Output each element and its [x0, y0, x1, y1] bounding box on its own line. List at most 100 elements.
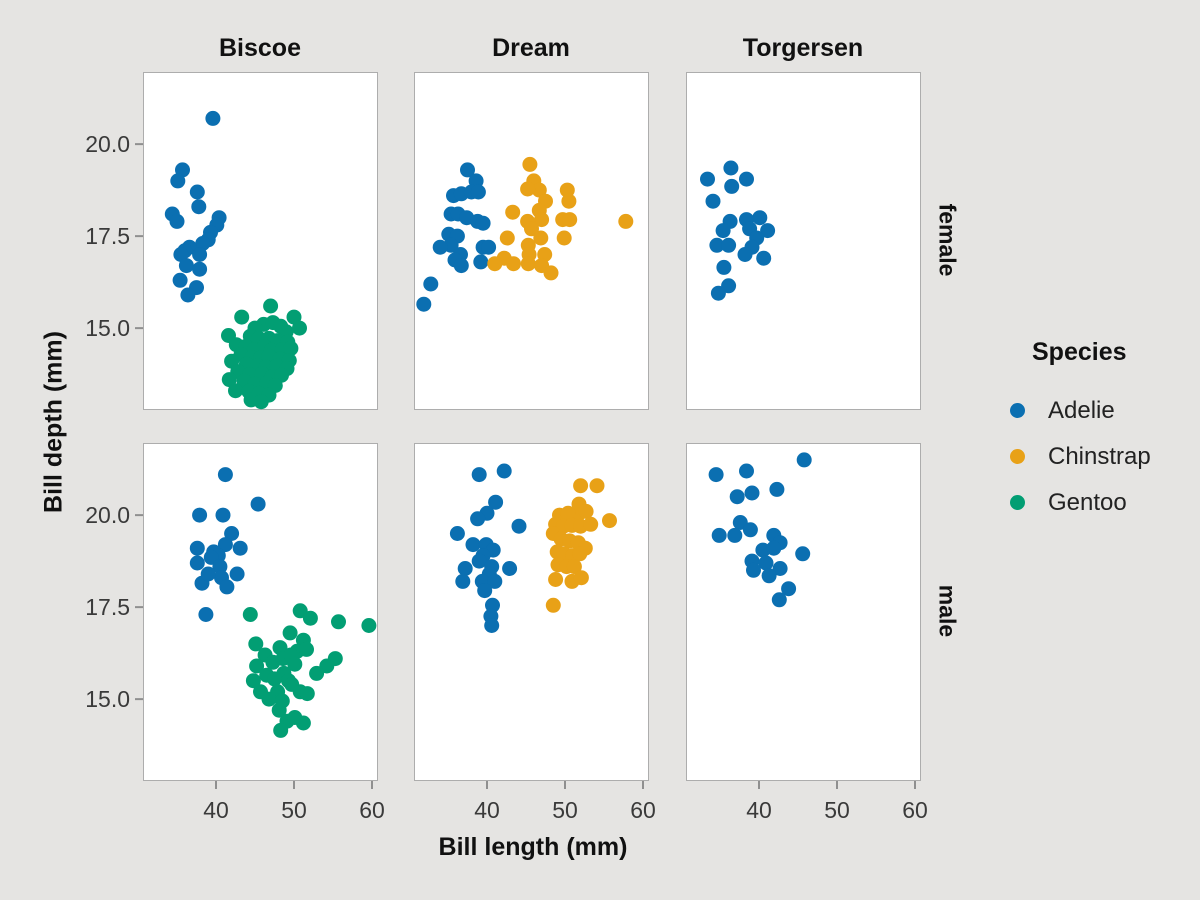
panel-torgersen-male	[686, 443, 921, 781]
point-chinstrap	[543, 265, 559, 281]
strip-label-female: female	[934, 203, 961, 277]
point-adelie	[481, 239, 497, 255]
legend-item-label: Gentoo	[1048, 489, 1127, 516]
point-adelie	[485, 597, 500, 613]
point-adelie	[215, 507, 231, 523]
y-axis-title: Bill depth (mm)	[39, 331, 68, 513]
point-adelie	[496, 463, 512, 479]
point-adelie	[189, 184, 205, 200]
point-adelie	[416, 296, 432, 312]
point-chinstrap	[578, 503, 594, 519]
point-adelie	[771, 592, 787, 608]
point-chinstrap	[572, 546, 588, 562]
point-adelie	[465, 537, 481, 553]
point-adelie	[723, 160, 739, 176]
point-adelie	[761, 568, 777, 584]
panel-dream-male	[414, 443, 649, 781]
legend-item-label: Chinstrap	[1048, 443, 1151, 470]
point-gentoo	[273, 722, 289, 738]
point-chinstrap	[573, 570, 589, 586]
point-adelie	[219, 579, 235, 595]
point-chinstrap	[559, 182, 575, 198]
point-gentoo	[302, 610, 318, 626]
point-gentoo	[261, 691, 277, 707]
x-tick-label: 60	[359, 797, 385, 823]
point-chinstrap	[524, 221, 539, 237]
point-gentoo	[299, 641, 314, 657]
point-adelie	[449, 526, 465, 541]
point-adelie	[169, 213, 185, 229]
point-adelie	[470, 184, 486, 200]
point-chinstrap	[520, 181, 536, 197]
point-adelie	[471, 467, 487, 483]
point-chinstrap	[506, 256, 521, 272]
point-gentoo	[361, 618, 377, 633]
legend-dot-icon	[1010, 403, 1025, 418]
point-gentoo	[221, 372, 237, 388]
point-adelie	[766, 540, 782, 556]
point-adelie	[737, 247, 753, 262]
point-adelie	[715, 223, 731, 239]
point-adelie	[173, 247, 189, 262]
point-adelie	[721, 237, 737, 253]
point-adelie	[470, 511, 486, 527]
point-chinstrap	[560, 505, 576, 521]
point-chinstrap	[618, 213, 634, 229]
point-chinstrap	[566, 559, 582, 575]
y-tick-label: 20.0	[85, 131, 130, 158]
x-tick-label: 60	[630, 797, 656, 823]
point-gentoo	[263, 298, 279, 314]
point-chinstrap	[534, 212, 550, 228]
point-chinstrap	[556, 230, 572, 246]
point-adelie	[781, 581, 797, 597]
point-adelie	[795, 546, 811, 562]
point-adelie	[756, 250, 772, 266]
point-adelie	[744, 485, 760, 501]
point-adelie	[453, 258, 469, 274]
point-adelie	[742, 522, 758, 538]
point-adelie	[217, 467, 233, 483]
point-adelie	[746, 562, 761, 578]
point-adelie	[205, 110, 221, 126]
point-adelie	[484, 618, 500, 633]
point-adelie	[473, 254, 489, 270]
point-gentoo	[287, 656, 303, 672]
legend-item-adelie: Adelie	[1002, 395, 1198, 441]
point-adelie	[760, 223, 776, 239]
point-adelie	[769, 481, 785, 497]
point-gentoo	[245, 673, 261, 689]
point-adelie	[477, 583, 493, 599]
x-tick-label: 40	[746, 797, 772, 823]
point-chinstrap	[573, 478, 589, 494]
x-tick-label: 40	[203, 797, 229, 823]
point-adelie	[511, 518, 527, 534]
point-adelie	[180, 287, 196, 303]
legend-dot-icon	[1010, 495, 1025, 510]
panel-biscoe-male	[143, 443, 378, 781]
point-adelie	[198, 607, 214, 622]
point-adelie	[189, 540, 205, 556]
point-adelie	[724, 178, 740, 194]
point-gentoo	[249, 658, 265, 674]
x-tick-label: 50	[281, 797, 307, 823]
point-gentoo	[309, 665, 325, 681]
point-adelie	[772, 561, 788, 576]
point-adelie	[432, 239, 448, 255]
point-adelie	[172, 272, 188, 288]
point-adelie	[192, 507, 208, 523]
strip-label-male: male	[934, 584, 961, 638]
point-chinstrap	[548, 572, 564, 587]
point-adelie	[170, 173, 186, 189]
point-gentoo	[283, 340, 299, 356]
point-adelie	[217, 537, 233, 553]
point-gentoo	[253, 394, 269, 410]
species-legend: Species Adelie Chinstrap Gentoo	[1002, 338, 1198, 533]
y-tick-label: 17.5	[85, 594, 130, 621]
point-chinstrap	[589, 478, 605, 494]
point-adelie	[705, 193, 721, 209]
point-chinstrap	[602, 513, 617, 529]
x-tick-label: 50	[824, 797, 850, 823]
point-adelie	[700, 171, 715, 187]
point-adelie	[224, 526, 240, 541]
y-tick-label: 15.0	[85, 686, 130, 713]
